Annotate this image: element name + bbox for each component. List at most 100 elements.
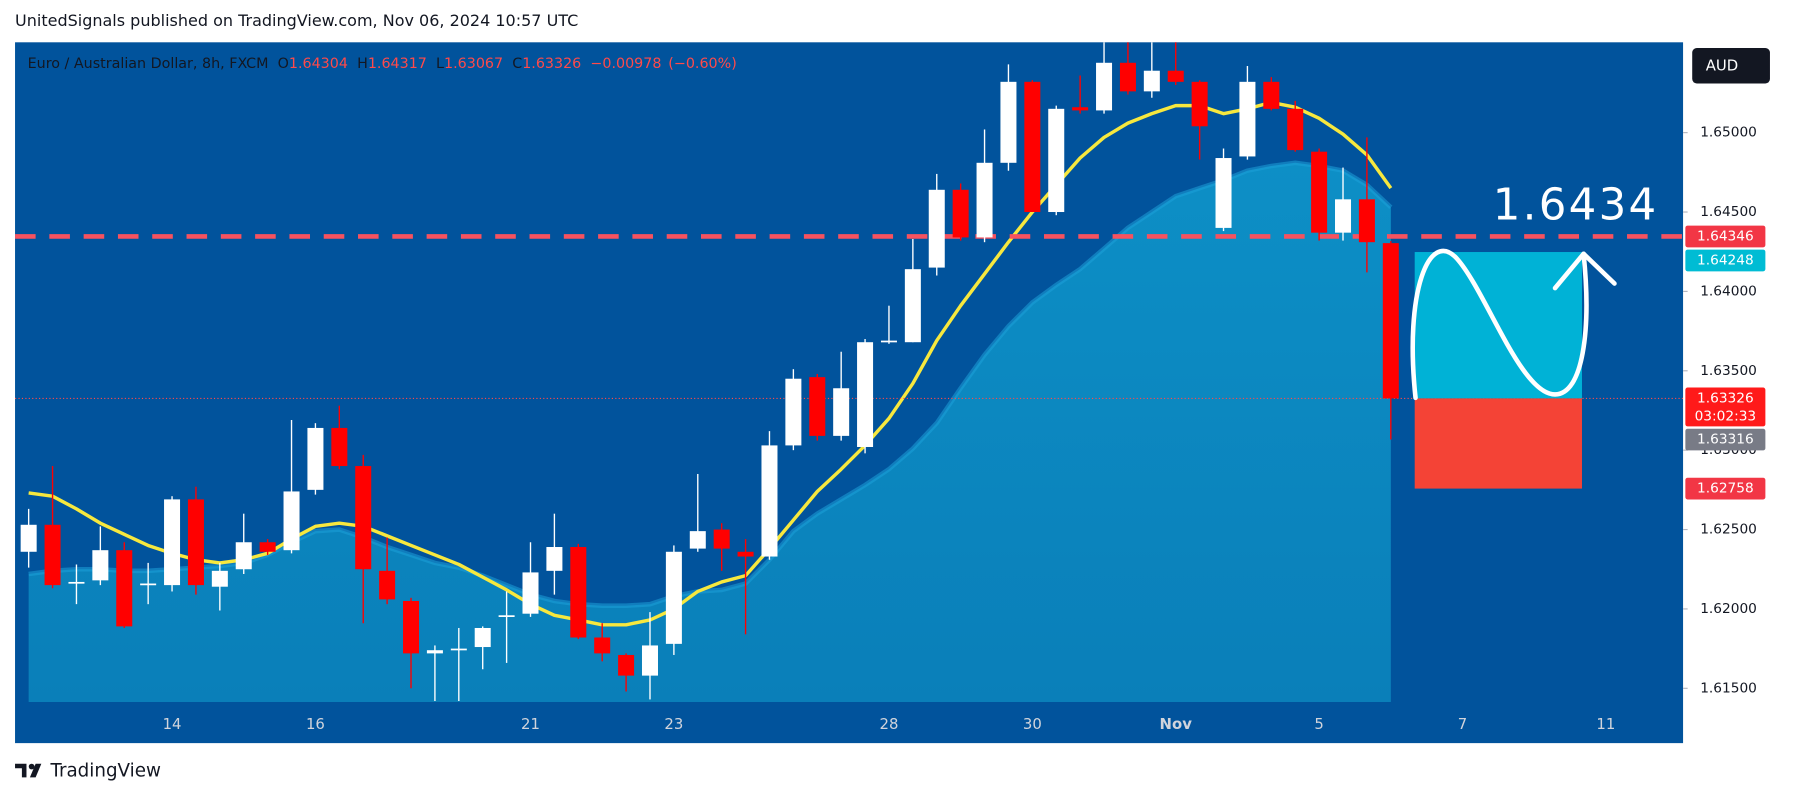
candle-body — [164, 499, 181, 586]
candle-body — [68, 581, 85, 584]
candle-body — [1191, 81, 1208, 127]
price-badge — [1685, 428, 1766, 451]
y-tick-label: 1.64000 — [1700, 283, 1757, 299]
candle-body — [331, 427, 348, 467]
price-badge-label: 1.63316 — [1697, 432, 1754, 448]
candle-body — [1096, 62, 1113, 111]
candle-body — [1287, 108, 1304, 151]
footer-logo — [15, 763, 42, 778]
wave-drawing — [1410, 248, 1589, 401]
price-badge — [1685, 477, 1766, 500]
x-tick-label: Nov — [1160, 715, 1193, 733]
candle-body — [235, 542, 252, 570]
currency-button[interactable] — [1692, 48, 1770, 84]
y-tick-label: 1.64500 — [1700, 204, 1757, 220]
legend-change-pct: (−0.60%) — [668, 56, 736, 72]
price-badge-label: 1.63326 — [1697, 390, 1754, 406]
candle-body — [857, 342, 874, 447]
candle-body — [809, 377, 826, 436]
candle-body — [689, 531, 706, 549]
candle-body — [379, 570, 396, 600]
legend-close: 1.63326 — [522, 56, 581, 72]
candle-body — [1000, 81, 1017, 163]
candle-body — [355, 466, 372, 570]
logo-mark — [29, 763, 42, 778]
plot-area — [15, 42, 1684, 702]
candle-body — [1311, 151, 1328, 233]
candle-body — [1239, 81, 1256, 157]
candle-body — [737, 551, 754, 557]
legend-close-label: C — [512, 56, 522, 72]
x-tick-label: 30 — [1023, 715, 1042, 733]
candle-body — [665, 551, 682, 644]
candle-body — [426, 650, 443, 654]
candle-body — [140, 583, 157, 586]
header-title: UnitedSignals published on TradingView.c… — [15, 11, 578, 30]
candle-body — [546, 547, 563, 571]
candle-body — [618, 654, 635, 676]
candle-body — [833, 388, 850, 436]
price-badge-label: 1.62758 — [1697, 481, 1754, 497]
candle-body — [283, 491, 300, 551]
x-tick-label: 16 — [306, 715, 325, 733]
footer-brand: TradingView — [49, 761, 161, 782]
x-tick-label: 11 — [1596, 715, 1615, 733]
logo-mark — [15, 763, 27, 778]
wave-arrowhead — [1552, 251, 1617, 291]
candle-body — [1358, 199, 1375, 243]
price-badge-label: 1.64346 — [1697, 228, 1754, 244]
candle-body — [1024, 81, 1041, 213]
legend-symbol: Euro / Australian Dollar, 8h, FXCM — [28, 56, 269, 72]
x-tick-label: 5 — [1314, 715, 1323, 733]
candle-body — [450, 648, 467, 651]
legend-low: 1.63067 — [444, 56, 503, 72]
price-badge-label: 1.64248 — [1697, 252, 1754, 268]
legend: Euro / Australian Dollar, 8h, FXCM O1.643… — [28, 56, 737, 72]
annotation: 1.6434 — [1493, 181, 1659, 231]
candle-body — [20, 524, 37, 552]
candle-body — [713, 529, 730, 549]
candle-body — [116, 550, 133, 627]
candle-body — [976, 162, 993, 238]
y-tick-label: 1.61500 — [1700, 680, 1757, 696]
legend-low-label: L — [436, 56, 444, 72]
candle-body — [1167, 70, 1184, 82]
candle-body — [92, 550, 109, 581]
candle-body — [259, 542, 276, 552]
candle-body — [952, 189, 969, 238]
x-tick-label: 7 — [1458, 715, 1467, 733]
candle-body — [1382, 243, 1399, 399]
currency-label[interactable]: AUD — [1706, 56, 1738, 74]
legend-open: 1.64304 — [289, 56, 348, 72]
candle-body — [594, 637, 611, 654]
stop-zone — [1414, 398, 1582, 489]
ma-line — [28, 100, 1393, 627]
y-tick-label: 1.63500 — [1700, 363, 1757, 379]
candle-body — [928, 189, 945, 268]
countdown-label: 03:02:33 — [1695, 409, 1757, 425]
legend-high: 1.64317 — [368, 56, 427, 72]
y-tick-label: 1.62000 — [1700, 601, 1757, 617]
candle-body — [880, 340, 897, 343]
price-badge — [1685, 249, 1766, 272]
candle-body — [641, 645, 658, 676]
candle-body — [474, 627, 491, 648]
y-tick-label: 1.65000 — [1700, 125, 1757, 141]
candle-body — [44, 524, 61, 586]
candle-body — [904, 269, 921, 343]
y-tick-label: 1.62500 — [1700, 522, 1757, 538]
candle-body — [522, 572, 539, 614]
legend-change: −0.00978 — [590, 56, 661, 72]
candle-body — [570, 547, 587, 638]
logo-mark — [28, 763, 35, 770]
ma-line — [28, 160, 1393, 608]
price-badge — [1685, 225, 1766, 248]
candle-body — [403, 600, 420, 654]
candle-body — [211, 570, 228, 587]
candle-body — [1119, 62, 1136, 92]
candle-body — [1263, 81, 1280, 109]
x-tick-label: 14 — [163, 715, 182, 733]
legend-open-label: O — [278, 56, 289, 72]
overlay: 1.6434 14 16 21 23 28 30 Nov 5 7 11 1.61500 1.62000 1… — [163, 125, 1766, 733]
